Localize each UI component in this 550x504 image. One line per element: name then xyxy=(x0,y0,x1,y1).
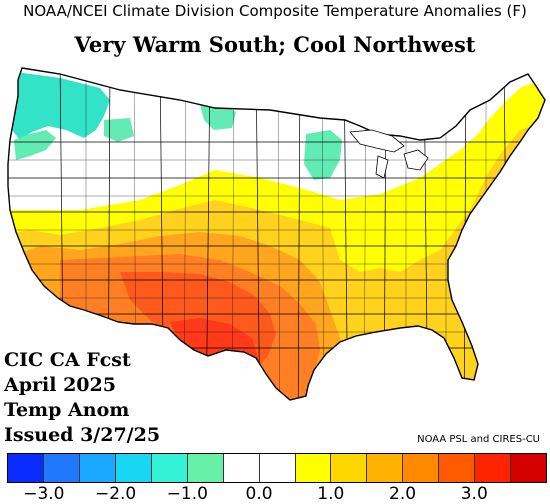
legend-swatch xyxy=(295,454,332,482)
forecast-info-block: CIC CA Fcst April 2025 Temp Anom Issued … xyxy=(4,348,160,448)
great-lakes xyxy=(349,129,429,179)
forecast-label: CIC CA Fcst xyxy=(4,349,131,371)
legend-tick-label: −1.0 xyxy=(166,484,208,504)
legend-swatch xyxy=(367,454,404,482)
forecast-month: April 2025 xyxy=(4,374,116,396)
legend-swatch xyxy=(439,454,476,482)
forecast-issued-date: Issued 3/27/25 xyxy=(4,424,161,446)
legend-swatch xyxy=(511,454,547,482)
legend-tick-label: −3.0 xyxy=(23,484,65,504)
map-headline: Very Warm South; Cool Northwest xyxy=(74,32,476,57)
legend-swatch xyxy=(259,454,296,482)
legend-swatch xyxy=(8,454,44,482)
us-anomaly-map xyxy=(0,60,550,440)
legend-swatch xyxy=(403,454,440,482)
us-outline xyxy=(7,67,546,401)
legend-tick-label: 2.0 xyxy=(389,484,417,504)
legend-tick-label: −2.0 xyxy=(94,484,137,504)
legend-swatch xyxy=(43,454,80,482)
data-credit: NOAA PSL and CIRES-CU xyxy=(417,434,540,445)
legend-swatch xyxy=(79,454,116,482)
legend-tick-label: 3.0 xyxy=(460,484,488,504)
legend-ticks: −3.0 −2.0 −1.0 0.0 1.0 2.0 3.0 xyxy=(0,484,550,504)
legend-swatch xyxy=(223,454,260,482)
legend-tick-label: 0.0 xyxy=(245,484,273,504)
legend-swatch xyxy=(151,454,188,482)
legend-tick-label: 1.0 xyxy=(317,484,345,504)
legend-swatch xyxy=(187,454,224,482)
map-source-title: NOAA/NCEI Climate Division Composite Tem… xyxy=(23,2,527,20)
legend-swatch xyxy=(331,454,368,482)
legend-swatch xyxy=(475,454,512,482)
legend-colorbar xyxy=(7,453,547,483)
legend-swatch xyxy=(115,454,152,482)
forecast-variable: Temp Anom xyxy=(4,399,130,421)
